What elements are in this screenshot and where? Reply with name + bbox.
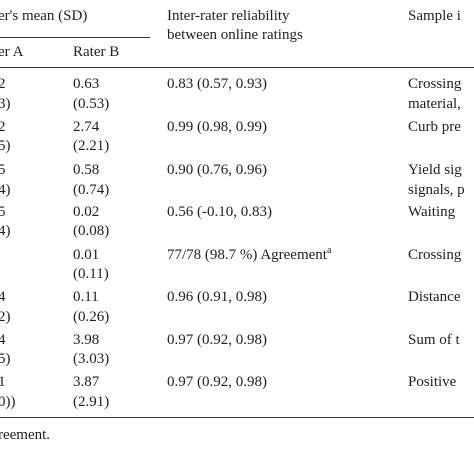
rater-b-mean: 0.58 bbox=[73, 162, 100, 178]
rater-a-sd: 4) bbox=[0, 223, 11, 239]
rater-a-mean: 5 bbox=[0, 204, 6, 220]
sample-text: Curb pre bbox=[408, 119, 461, 135]
sample-text: Positive bbox=[408, 374, 457, 390]
sample-text: Yield sig bbox=[408, 162, 462, 178]
reliability-header-line1: Inter-rater reliability bbox=[167, 8, 290, 24]
rater-a-mean: 2 bbox=[0, 76, 6, 92]
rater-b-mean: 3.98 bbox=[73, 332, 100, 348]
rater-group-rule bbox=[0, 37, 150, 38]
rater-b-sd: (2.21) bbox=[73, 138, 110, 154]
rater-a-mean: 4 bbox=[0, 289, 6, 305]
rater-a-sd: 4) bbox=[0, 182, 11, 198]
rater-a-sd: 0)) bbox=[0, 394, 16, 410]
rater-b-mean: 2.74 bbox=[73, 119, 100, 135]
reliability-header-line2: between online ratings bbox=[167, 27, 303, 43]
rater-a-mean: 5 bbox=[0, 162, 6, 178]
rater-b-sd: (0.26) bbox=[73, 309, 110, 325]
rater-b-sd: (0.08) bbox=[73, 223, 110, 239]
rater-b-mean: 0.02 bbox=[73, 204, 100, 220]
reliability-value: 0.99 (0.98, 0.99) bbox=[167, 119, 267, 135]
rater-a-sd: 2) bbox=[0, 309, 11, 325]
footnote-marker: a bbox=[326, 245, 332, 256]
rater-a-mean: 1 bbox=[0, 374, 6, 390]
rater-a-sd: 5) bbox=[0, 138, 11, 154]
rater-b-mean: 0.01 bbox=[73, 247, 100, 263]
reliability-value: 0.97 (0.92, 0.98) bbox=[167, 332, 267, 348]
sample-text-line2: signals, p bbox=[408, 182, 465, 198]
rater-b-sd: (0.53) bbox=[73, 96, 110, 112]
rater-group-header: er's mean (SD) bbox=[0, 8, 88, 24]
rater-a-sd: 5) bbox=[0, 351, 11, 367]
reliability-value: 0.83 (0.57, 0.93) bbox=[167, 76, 267, 92]
rater-a-mean: 2 bbox=[0, 119, 6, 135]
reliability-value: 0.97 (0.92, 0.98) bbox=[167, 374, 267, 390]
sample-header: Sample i bbox=[408, 8, 461, 24]
reliability-value: 0.56 (-0.10, 0.83) bbox=[167, 204, 272, 220]
rater-b-mean: 0.63 bbox=[73, 76, 100, 92]
rater-a-mean: 4 bbox=[0, 332, 6, 348]
rater-b-sd: (0.11) bbox=[73, 266, 109, 282]
sample-text-line2: material, bbox=[408, 96, 461, 112]
reliability-value: 77/78 (98.7 %) Agreement bbox=[167, 247, 327, 263]
sample-text: Sum of t bbox=[408, 332, 460, 348]
footnote: reement. bbox=[0, 427, 51, 443]
table-bottom-rule bbox=[0, 417, 474, 418]
rater-b-sd: (0.74) bbox=[73, 182, 110, 198]
rater-b-mean: 0.11 bbox=[73, 289, 99, 305]
header-bottom-rule bbox=[0, 67, 474, 68]
reliability-value: 0.90 (0.76, 0.96) bbox=[167, 162, 267, 178]
rater-b-header: Rater B bbox=[73, 44, 120, 60]
rater-a-header: er A bbox=[0, 44, 24, 60]
rater-b-sd: (3.03) bbox=[73, 351, 110, 367]
rater-a-sd: 3) bbox=[0, 96, 11, 112]
sample-text: Waiting bbox=[408, 204, 456, 220]
reliability-agreement: 77/78 (98.7 %) Agreementa bbox=[167, 246, 331, 265]
sample-text: Distance bbox=[408, 289, 461, 305]
rater-b-sd: (2.91) bbox=[73, 394, 110, 410]
sample-text: Crossing bbox=[408, 76, 462, 92]
rater-b-mean: 3.87 bbox=[73, 374, 100, 390]
reliability-value: 0.96 (0.91, 0.98) bbox=[167, 289, 267, 305]
sample-text: Crossing bbox=[408, 247, 462, 263]
